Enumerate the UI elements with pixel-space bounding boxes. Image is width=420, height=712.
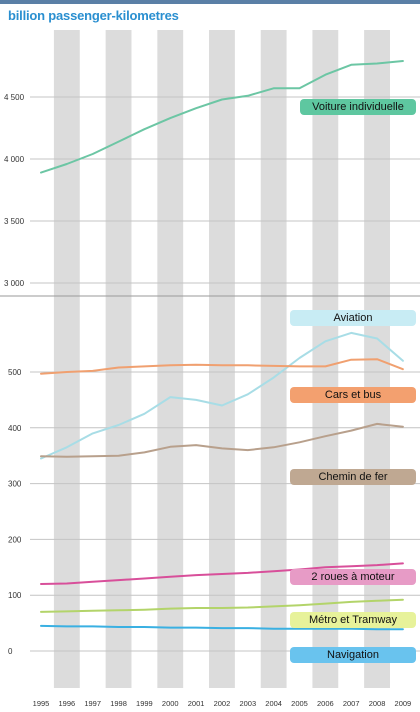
y-tick-label: 500 [8,368,22,377]
x-tick-label: 1995 [33,699,50,708]
y-tick-label: 3 000 [4,279,25,288]
y-tick-label: 200 [8,535,22,544]
y-tick-label: 300 [8,480,22,489]
series-line-chemin-de-fer [40,422,404,458]
x-tick-label: 2009 [395,699,412,708]
series-line-m-tro-et-tramway [40,598,404,613]
x-tick-label: 2000 [162,699,179,708]
chart-title: billion passenger-kilometres [8,8,179,23]
series-line-2-roues-moteur [40,562,404,585]
legend-chemin-de-fer: Chemin de fer [290,469,416,485]
y-tick-label: 100 [8,591,22,600]
x-tick-label: 2003 [239,699,256,708]
year-stripe [157,30,184,688]
top-bar [0,0,420,4]
year-stripe [209,30,235,688]
y-tick-label: 400 [8,424,22,433]
x-tick-label: 1998 [110,699,127,708]
legend-voiture-individuelle: Voiture individuelle [300,99,416,115]
x-tick-label: 1996 [59,699,76,708]
year-stripe [260,30,287,688]
series-line-cars-et-bus [40,358,404,375]
y-tick-label: 4 500 [4,93,25,102]
legend-cars-et-bus: Cars et bus [290,387,416,403]
y-tick-label: 3 500 [4,217,25,226]
x-tick-label: 2008 [369,699,386,708]
year-stripe [312,30,339,688]
year-stripe [53,30,80,688]
legend-aviation: Aviation [290,310,416,326]
x-tick-label: 2007 [343,699,360,708]
legend-metro-et-tramway: Métro et Tramway [290,612,416,628]
x-tick-label: 2002 [214,699,231,708]
y-tick-label: 0 [8,647,13,656]
x-tick-label: 1999 [136,699,153,708]
series-line-navigation [40,624,404,631]
series-line-aviation [40,331,404,460]
legend-2-roues-a-moteur: 2 roues à moteur [290,569,416,585]
x-tick-label: 2001 [188,699,205,708]
x-tick-label: 2005 [291,699,308,708]
x-tick-label: 2006 [317,699,334,708]
year-stripe [105,30,132,688]
y-tick-label: 4 000 [4,155,25,164]
legend-navigation: Navigation [290,647,416,663]
x-tick-label: 1997 [84,699,101,708]
series-line-voiture-individuelle [40,60,404,174]
x-tick-label: 2004 [265,699,282,708]
